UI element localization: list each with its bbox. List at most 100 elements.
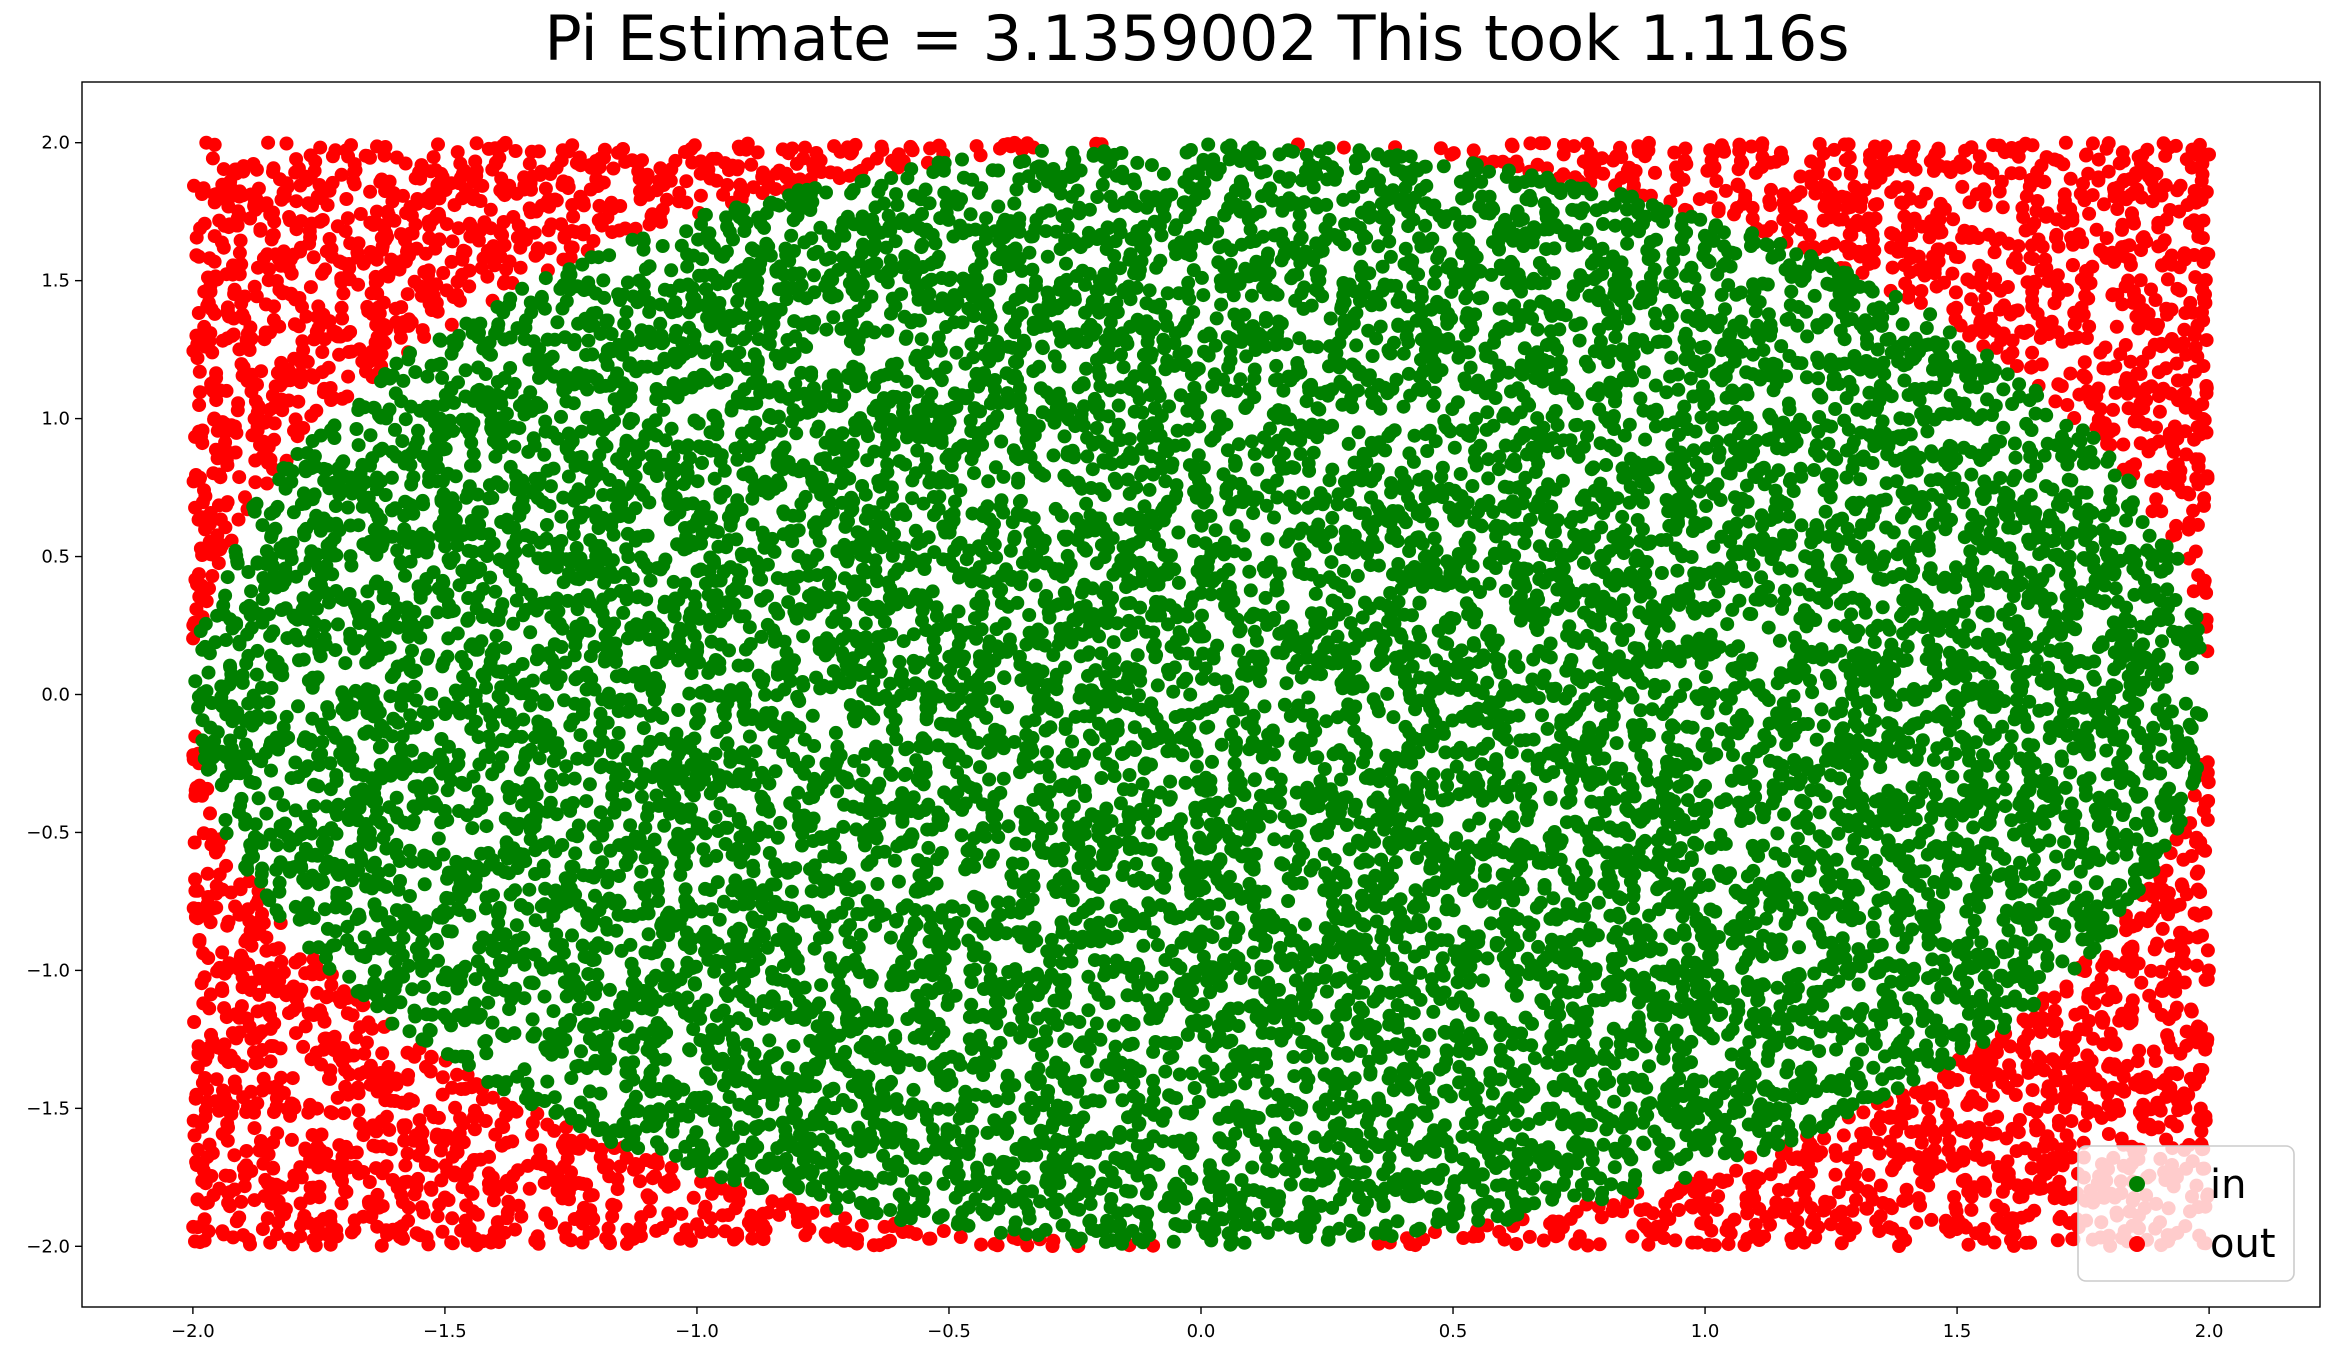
point-out [233, 233, 248, 248]
point-out [378, 140, 393, 154]
point-in [542, 499, 557, 513]
point-out [1970, 1074, 1985, 1089]
point-out [2098, 340, 2113, 355]
point-out [2073, 1022, 2087, 1037]
point-out [392, 262, 407, 277]
point-out [1810, 166, 1825, 181]
point-out [2196, 498, 2211, 513]
point-out [290, 429, 305, 444]
point-out [355, 354, 370, 369]
point-out [2161, 976, 2176, 991]
point-out [1709, 174, 1724, 188]
point-out [2050, 325, 2065, 340]
point-out [2077, 369, 2092, 384]
point-out [2017, 1046, 2032, 1061]
point-out [243, 373, 258, 388]
point-out [1536, 1233, 1551, 1248]
point-out [1641, 1237, 1656, 1252]
point-out [1976, 1231, 1991, 1246]
point-out [1913, 1162, 1927, 1177]
point-out [314, 1057, 329, 1072]
point-out [321, 1227, 336, 1242]
point-out [1699, 1214, 1714, 1229]
point-out [294, 1218, 308, 1233]
point-out [2079, 278, 2094, 292]
point-out [2050, 1233, 2065, 1248]
point-out [266, 165, 280, 179]
point-out [219, 267, 234, 282]
point-out [798, 140, 812, 155]
point-out [2149, 166, 2164, 181]
point-out [1889, 180, 1904, 195]
point-out [674, 1206, 689, 1221]
point-out [200, 1082, 215, 1097]
point-out [287, 317, 302, 332]
point-out [1711, 1189, 1726, 1204]
point-out [2045, 1137, 2060, 1152]
point-out [761, 1205, 776, 1220]
point-out [199, 135, 214, 150]
point-out [2141, 345, 2156, 360]
point-out [400, 1146, 415, 1161]
point-in [479, 819, 494, 834]
point-out [537, 1175, 552, 1190]
point-out [263, 1080, 278, 1095]
point-out [1950, 1073, 1965, 1087]
point-out [1336, 140, 1351, 155]
point-out [613, 1159, 628, 1174]
point-out [251, 399, 266, 414]
point-out [190, 1220, 205, 1235]
point-out [263, 1235, 278, 1250]
point-out [401, 318, 416, 333]
point-out [1522, 1229, 1537, 1244]
point-out [509, 186, 524, 201]
point-out [2004, 1232, 2018, 1247]
point-out [2025, 359, 2040, 374]
point-out [2040, 1084, 2055, 1099]
point-out [1693, 1170, 1708, 1185]
point-out [334, 300, 349, 315]
point-out [1001, 137, 1015, 152]
point-out [2029, 1123, 2044, 1138]
point-out [2125, 993, 2140, 1008]
point-out [308, 154, 323, 169]
point-out [2163, 1040, 2178, 1055]
point-out [1633, 1203, 1648, 1218]
point-out [1894, 1226, 1909, 1241]
point-out [1909, 1215, 1924, 1230]
point-out [2179, 1024, 2194, 1039]
point-out [2198, 905, 2213, 920]
point-out [253, 222, 268, 237]
point-out [312, 178, 327, 192]
point-out [432, 232, 447, 247]
point-out [422, 296, 437, 311]
point-out [227, 1182, 242, 1197]
point-out [310, 309, 325, 324]
point-out [1962, 1179, 1976, 1194]
point-out [633, 1174, 647, 1189]
point-out [1934, 225, 1949, 240]
point-out [311, 1216, 326, 1231]
point-out [1947, 1190, 1962, 1204]
point-in [1812, 805, 1827, 820]
point-out [499, 1173, 514, 1188]
point-out [1923, 154, 1938, 169]
point-in [1244, 288, 1259, 303]
point-out [684, 141, 699, 156]
point-out [467, 1122, 482, 1137]
point-out [374, 230, 389, 245]
point-out [642, 217, 657, 232]
point-out [1915, 1089, 1930, 1104]
point-out [205, 1146, 220, 1161]
point-out [613, 199, 628, 213]
point-out [2175, 947, 2189, 962]
point-out [1719, 1223, 1734, 1238]
point-out [2019, 1015, 2034, 1030]
point-out [497, 188, 512, 203]
point-out [2154, 238, 2169, 253]
point-out [2060, 398, 2075, 412]
point-out [435, 1224, 450, 1239]
point-out [2051, 1113, 2066, 1128]
point-out [1757, 1229, 1772, 1244]
point-out [1563, 1211, 1578, 1226]
